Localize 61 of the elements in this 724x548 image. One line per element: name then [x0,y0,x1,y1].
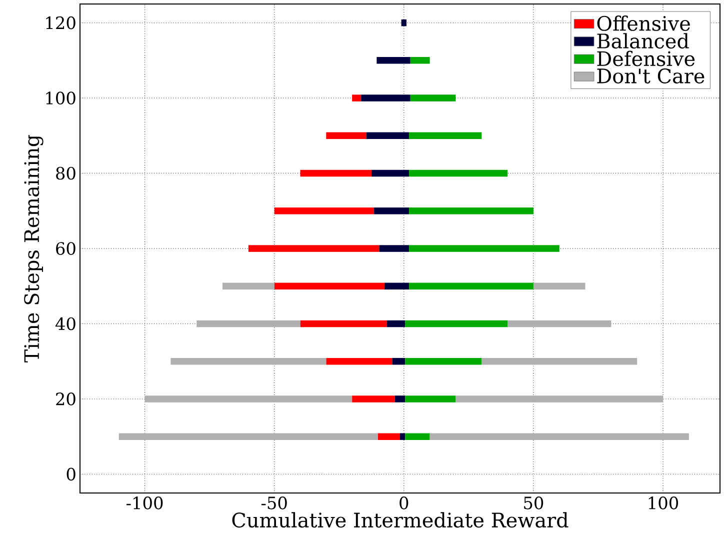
bar [405,396,456,402]
y-tick-label: 60 [56,242,76,255]
x-axis-title: Cumulative Intermediate Reward [232,512,568,528]
y-axis-title: Time Steps Remaining [24,135,44,362]
bar [405,358,482,365]
bar [401,19,406,26]
y-tick-label: 80 [56,166,76,180]
bar [374,207,410,214]
bar [352,396,395,402]
bar [300,320,388,328]
bar [456,396,664,402]
bar [379,245,410,252]
bar [409,282,534,290]
bar [196,320,300,328]
bar [508,320,612,328]
y-tick-label: 120 [46,16,76,30]
legend-label: Don't Care [597,68,704,84]
bar [384,282,410,290]
bar [326,132,366,140]
x-tick-label: 50 [524,496,544,510]
bar [376,57,410,64]
x-tick-label: -50 [261,496,287,510]
bar [144,396,352,402]
bar [274,207,374,214]
bar [410,57,430,64]
bar [405,320,508,328]
bar [326,358,392,365]
bar [366,132,410,140]
bar [392,358,406,365]
y-tick-label: 100 [46,92,76,104]
bar [409,207,534,214]
bar [409,245,560,252]
legend-label: Balanced [597,33,689,49]
bar [222,282,274,290]
x-tick-label: 0 [400,496,408,510]
bar [378,433,400,440]
x-tick-label: 100 [648,496,678,510]
bar [533,282,586,290]
bar [352,94,362,102]
bar [394,396,406,402]
bar [248,245,380,252]
bar [118,433,378,440]
bar [482,358,638,365]
bar [387,320,406,328]
bar [410,94,456,102]
legend-label: Defensive [597,50,695,66]
bar [430,433,689,440]
bar [361,94,410,102]
legend-label: Offensive [597,16,690,31]
bar [409,132,482,140]
bar [372,170,410,177]
bar [405,433,430,440]
bar [170,358,326,365]
y-tick-label: 40 [55,317,76,330]
y-tick-label: 0 [66,468,76,481]
bar [400,433,406,440]
y-tick-label: 20 [56,392,76,406]
bar [300,170,372,177]
bar [409,170,508,177]
x-tick-label: -100 [126,496,163,510]
bar [274,282,384,290]
